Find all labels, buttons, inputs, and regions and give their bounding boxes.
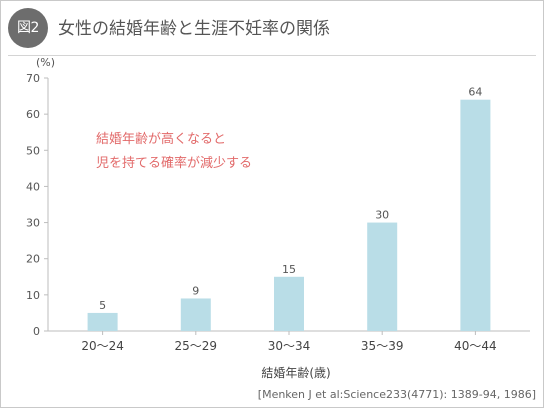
bar bbox=[274, 276, 304, 331]
bar-value-label: 30 bbox=[375, 209, 389, 222]
bar bbox=[367, 222, 398, 331]
annotation-line-2: 児を持てる確率が減少する bbox=[96, 155, 252, 171]
figure-number-badge: 図2 bbox=[8, 8, 48, 48]
source-citation: [Menken J et al:Science233(4771): 1389-9… bbox=[257, 388, 536, 401]
header-divider bbox=[8, 55, 536, 56]
y-axis-unit-label: (%) bbox=[36, 56, 55, 69]
bar-value-label: 64 bbox=[468, 86, 482, 99]
x-axis-title: 結婚年齢(歳) bbox=[261, 365, 330, 380]
bar bbox=[460, 99, 491, 331]
y-tick-label: 30 bbox=[26, 217, 40, 230]
y-tick-label: 60 bbox=[26, 108, 40, 121]
y-tick-label: 50 bbox=[26, 144, 40, 157]
y-tick-label: 70 bbox=[26, 72, 40, 85]
bar bbox=[180, 298, 211, 331]
y-tick-label: 20 bbox=[26, 253, 40, 266]
bars: 5 9 15 30 64 bbox=[87, 86, 491, 331]
x-tick-label: 20〜24 bbox=[81, 339, 124, 353]
y-tick-label: 10 bbox=[26, 289, 40, 302]
x-tick-label: 35〜39 bbox=[361, 339, 404, 353]
x-axis: 20〜24 25〜29 30〜34 35〜39 40〜44 bbox=[48, 330, 530, 353]
figure-header: 図2 女性の結婚年齢と生涯不妊率の関係 bbox=[0, 0, 544, 52]
bar-value-label: 5 bbox=[99, 299, 106, 312]
bar-value-label: 15 bbox=[282, 263, 296, 276]
x-tick-label: 30〜34 bbox=[268, 339, 311, 353]
bar bbox=[87, 312, 118, 331]
x-tick-label: 25〜29 bbox=[175, 339, 218, 353]
x-tick-label: 40〜44 bbox=[454, 339, 497, 353]
y-tick-label: 0 bbox=[33, 325, 40, 338]
y-tick-label: 40 bbox=[26, 180, 40, 193]
annotation-line-1: 結婚年齢が高くなると bbox=[96, 131, 226, 147]
figure-title: 女性の結婚年齢と生涯不妊率の関係 bbox=[58, 19, 330, 39]
bar-value-label: 9 bbox=[192, 284, 199, 297]
y-axis: 0 10 20 30 40 50 60 70 bbox=[26, 72, 49, 338]
